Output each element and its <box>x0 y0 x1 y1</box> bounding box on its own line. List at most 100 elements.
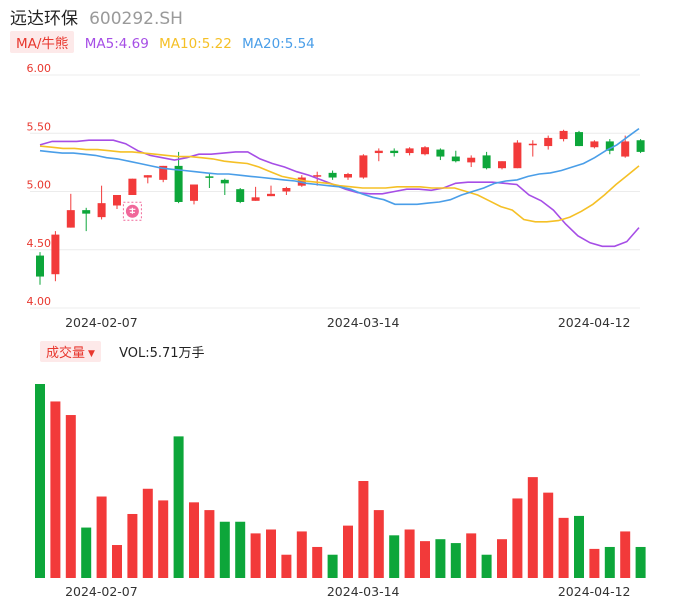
candle-body <box>236 189 245 202</box>
price-chart: 6.00 5.50 5.00 4.50 4.00 2024-02-07 2024-03-14… <box>27 62 645 330</box>
candle-body <box>467 157 476 163</box>
volume-bar <box>327 554 338 578</box>
volume-bar <box>420 541 430 578</box>
candle <box>51 231 60 282</box>
volume-bar <box>296 531 307 578</box>
candle-body <box>559 130 568 140</box>
volume-bar <box>450 543 461 578</box>
y-tick-label: 5.00 <box>27 179 52 192</box>
candle <box>421 146 429 156</box>
y-tick-label: 6.00 <box>27 62 52 75</box>
volume-bar <box>204 510 215 578</box>
candle <box>451 150 460 163</box>
stock-code: 600292.SH <box>89 9 183 29</box>
stock-name: 远达环保 <box>10 9 78 29</box>
volume-bar <box>158 500 169 578</box>
volume-bar <box>127 513 138 578</box>
candle-body <box>51 234 60 275</box>
candle <box>190 184 198 205</box>
caret-down-icon: ▼ <box>88 349 95 359</box>
candle <box>36 252 44 285</box>
volume-bar <box>527 477 538 578</box>
candle-body <box>113 194 121 206</box>
candle-body <box>159 165 168 180</box>
candle-body <box>36 255 44 277</box>
ma20-line <box>39 127 640 206</box>
volume-bar <box>250 533 261 578</box>
volume-button-label: 成交量 <box>46 346 86 361</box>
candle-body <box>498 161 506 169</box>
candle <box>267 185 275 197</box>
candle-body <box>359 155 368 178</box>
candle-body <box>621 141 630 157</box>
volume-bar <box>112 545 122 578</box>
x-tick-label: 2024-02-07 <box>65 315 138 330</box>
candle-body <box>405 148 414 154</box>
candle-body <box>251 197 260 201</box>
candle-body <box>143 175 152 178</box>
volume-bar <box>466 533 477 578</box>
volume-bar <box>620 531 631 578</box>
ma20-legend: MA20:5.54 <box>242 36 315 52</box>
volume-bar <box>373 510 384 578</box>
candle <box>143 175 152 184</box>
volume-bar <box>404 529 415 578</box>
candle-body <box>374 150 383 154</box>
volume-bar <box>604 546 615 578</box>
candle-body <box>575 132 583 147</box>
candle <box>374 148 383 162</box>
candle <box>236 188 245 204</box>
ma10-legend: MA10:5.22 <box>159 36 232 52</box>
volume-bar <box>481 554 492 578</box>
candle-body <box>66 210 75 228</box>
candle <box>467 155 476 168</box>
candle-body <box>590 141 599 148</box>
bull-badge-glyph <box>129 207 136 214</box>
candle-body <box>436 149 445 157</box>
volume-bar <box>35 384 45 578</box>
ma-legend: MA/牛熊 MA5:4.69 MA10:5.22 MA20:5.54 <box>10 31 315 53</box>
candle <box>605 139 614 155</box>
candle <box>636 139 645 154</box>
volume-bar <box>512 498 523 578</box>
candle <box>251 186 260 201</box>
volume-bar <box>497 539 507 578</box>
candle-body <box>344 174 352 178</box>
candle-body <box>482 155 491 169</box>
bull-badge-frame <box>122 201 142 221</box>
candle-body <box>205 176 214 178</box>
volume-bar <box>219 521 230 578</box>
candle-body <box>421 147 429 155</box>
volume-bar <box>435 539 446 578</box>
candle <box>282 186 291 195</box>
volume-bar <box>343 525 353 578</box>
x-tick-label: 2024-03-14 <box>327 584 400 599</box>
candle <box>405 147 414 156</box>
candle <box>436 148 445 161</box>
volume-bar <box>173 436 184 578</box>
candle <box>174 151 183 204</box>
ma-toggle-button[interactable]: MA/牛熊 <box>10 31 75 53</box>
candle-body <box>605 141 614 151</box>
volume-bar <box>558 517 569 578</box>
title-row: 远达环保 600292.SH <box>10 4 183 29</box>
volume-legend: 成交量 ▼ VOL:5.71万手 <box>40 341 205 362</box>
volume-bar <box>389 535 400 578</box>
volume-bar <box>189 502 199 578</box>
volume-indicator-button[interactable]: 成交量 ▼ <box>40 341 101 362</box>
candle <box>544 135 553 150</box>
candle <box>498 161 506 170</box>
candle-body <box>636 140 645 152</box>
candle-body <box>82 210 91 214</box>
candle <box>344 172 352 180</box>
volume-bar <box>96 496 107 578</box>
volume-bar <box>65 415 76 578</box>
candle <box>82 207 91 232</box>
volume-bar <box>574 515 584 578</box>
y-tick-label: 5.50 <box>27 120 52 133</box>
candle-body <box>328 172 337 178</box>
candle <box>328 170 337 180</box>
candle-body <box>190 184 198 201</box>
candle-body <box>451 156 460 162</box>
